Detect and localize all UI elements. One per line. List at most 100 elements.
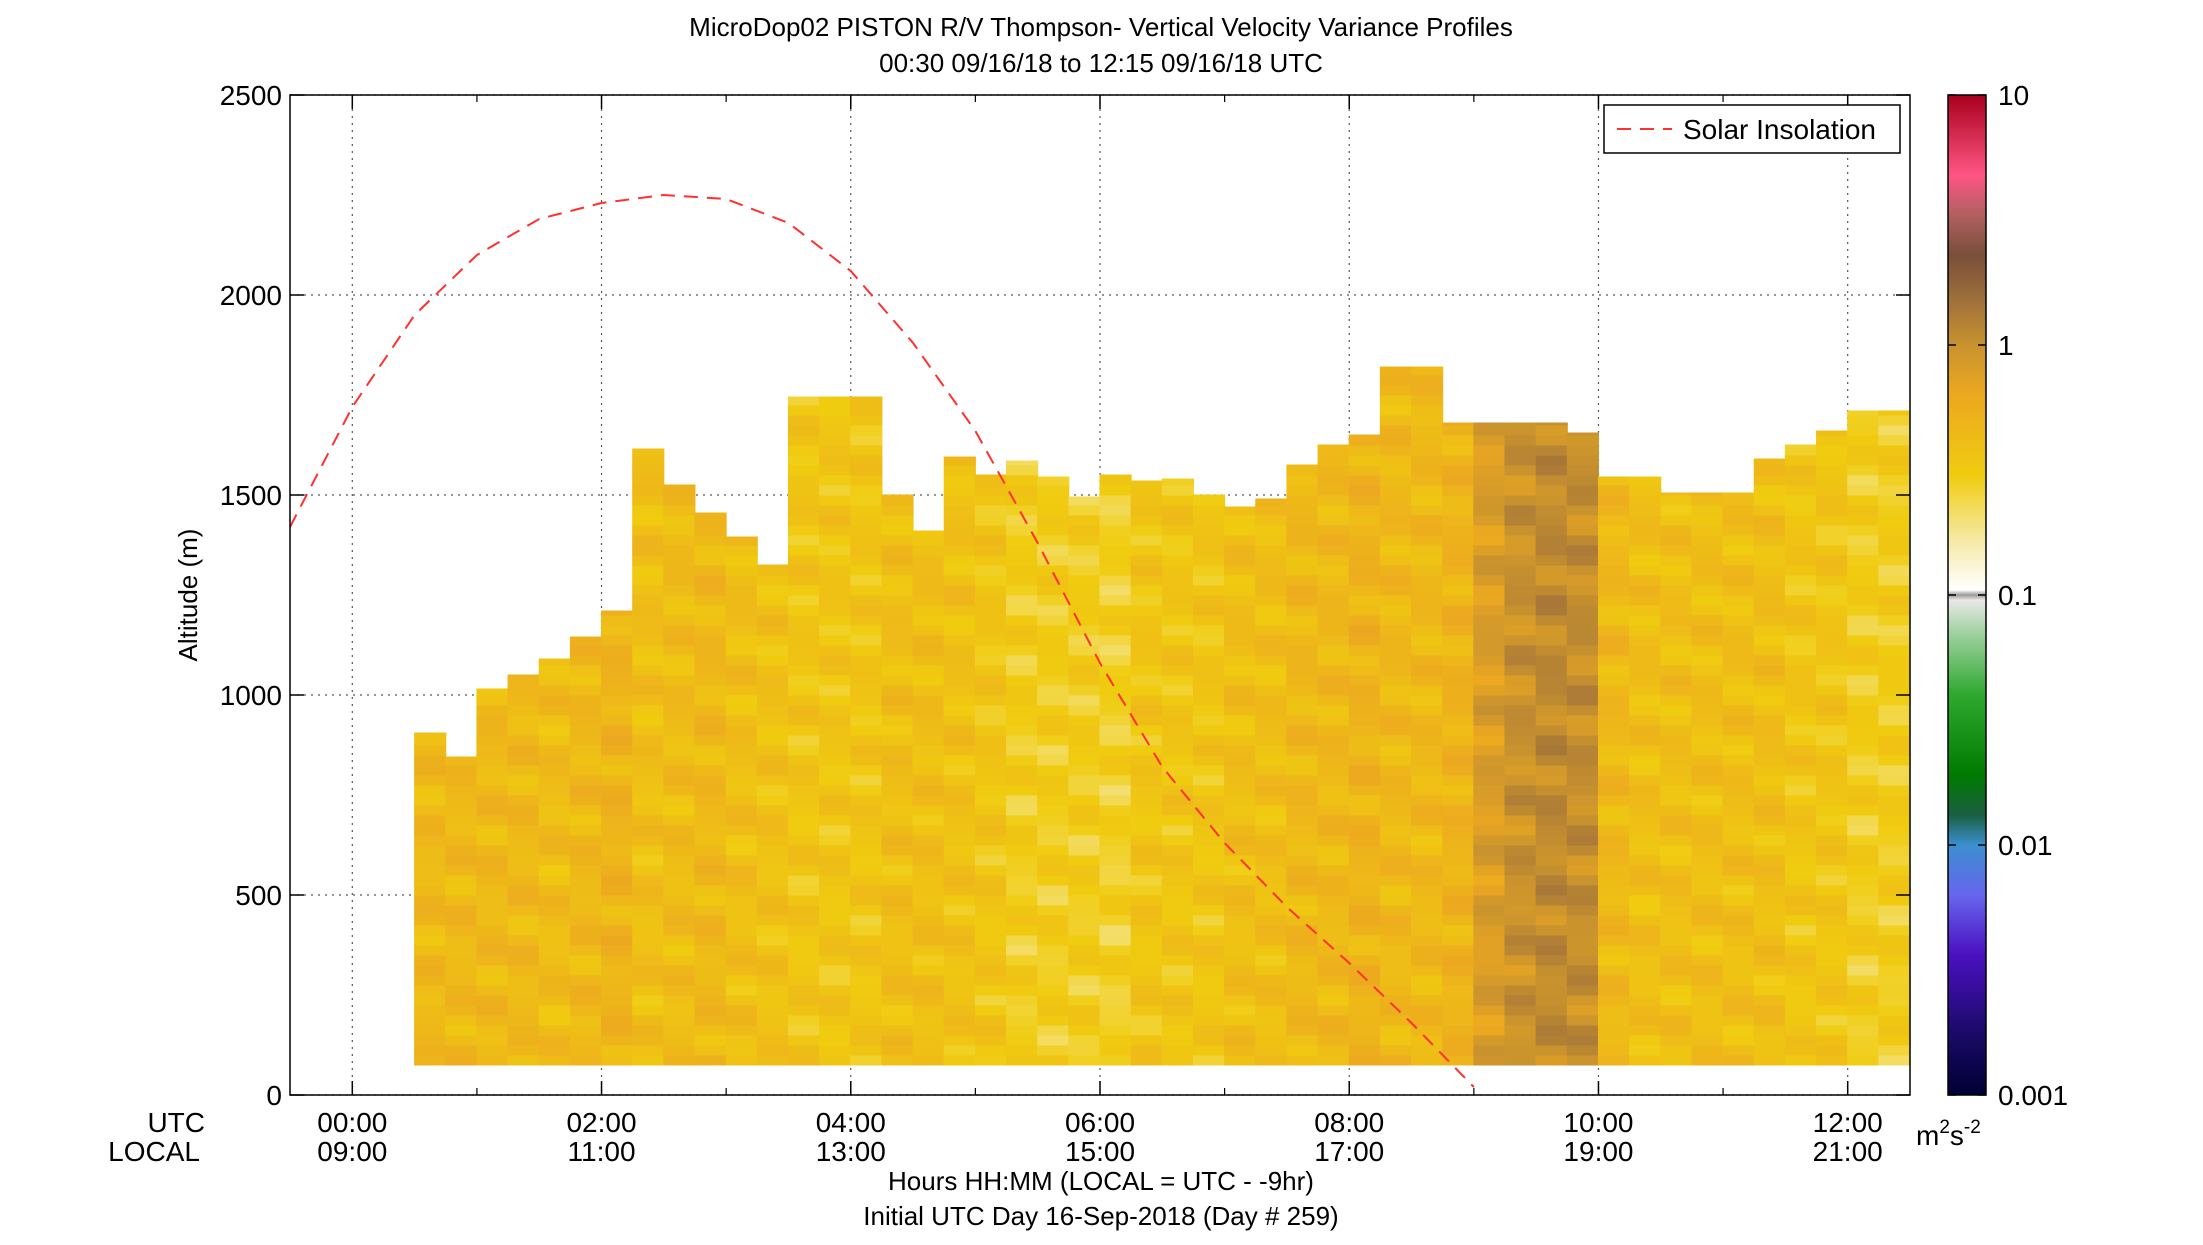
variance-cell bbox=[1130, 544, 1163, 556]
variance-cell bbox=[1099, 944, 1132, 956]
variance-cell bbox=[1130, 480, 1163, 486]
variance-cell bbox=[1535, 874, 1568, 886]
x-tick-label-utc: 06:00 bbox=[1065, 1107, 1135, 1138]
variance-cell bbox=[1784, 854, 1818, 866]
variance-cell bbox=[1597, 754, 1631, 766]
variance-cell bbox=[445, 804, 478, 816]
variance-cell bbox=[694, 614, 727, 626]
variance-cell bbox=[1473, 924, 1506, 936]
variance-cell bbox=[1442, 794, 1475, 806]
variance-cell bbox=[1597, 804, 1631, 816]
variance-cell bbox=[476, 1054, 509, 1066]
variance-cell bbox=[1348, 1004, 1381, 1016]
variance-cell bbox=[756, 854, 789, 866]
variance-cell bbox=[850, 664, 883, 676]
variance-cell bbox=[632, 574, 665, 586]
variance-cell bbox=[1411, 484, 1444, 496]
variance-cell bbox=[943, 1034, 976, 1046]
variance-cell bbox=[819, 774, 852, 786]
variance-cell bbox=[445, 814, 478, 826]
variance-cell bbox=[1597, 484, 1631, 496]
variance-cell bbox=[1504, 1024, 1537, 1036]
variance-cell bbox=[1224, 904, 1257, 916]
variance-cell bbox=[1099, 974, 1132, 986]
variance-cell bbox=[850, 854, 883, 866]
variance-cell bbox=[663, 704, 696, 716]
variance-cell bbox=[1255, 964, 1288, 976]
variance-cell bbox=[912, 804, 945, 816]
variance-cell bbox=[912, 944, 945, 956]
variance-cell bbox=[881, 1014, 914, 1026]
variance-cell bbox=[1629, 774, 1662, 786]
variance-cell bbox=[1753, 784, 1786, 796]
variance-cell bbox=[1909, 784, 1910, 796]
variance-cell bbox=[881, 844, 914, 856]
variance-cell bbox=[569, 644, 603, 656]
variance-cell bbox=[819, 844, 852, 856]
variance-cell bbox=[476, 844, 509, 856]
variance-cell bbox=[1753, 984, 1786, 996]
variance-cell bbox=[943, 784, 976, 796]
variance-cell bbox=[507, 714, 540, 726]
variance-cell bbox=[1660, 1004, 1693, 1016]
variance-cell bbox=[756, 1044, 789, 1056]
variance-cell bbox=[1411, 394, 1444, 406]
variance-cell bbox=[1629, 544, 1662, 556]
variance-cell bbox=[1161, 644, 1194, 656]
variance-cell bbox=[694, 844, 727, 856]
variance-cell bbox=[476, 984, 509, 996]
variance-cell bbox=[632, 994, 665, 1006]
variance-cell bbox=[569, 724, 603, 736]
variance-cell bbox=[1379, 754, 1413, 766]
variance-cell bbox=[943, 674, 976, 686]
variance-cell bbox=[1286, 784, 1319, 796]
variance-cell bbox=[1006, 474, 1039, 486]
variance-cell bbox=[1535, 464, 1568, 476]
variance-cell bbox=[1442, 974, 1475, 986]
variance-cell bbox=[819, 1054, 852, 1066]
variance-cell bbox=[943, 1014, 976, 1026]
variance-cell bbox=[1348, 734, 1381, 746]
variance-cell bbox=[569, 834, 603, 846]
variance-cell bbox=[1691, 624, 1724, 636]
variance-cell bbox=[1348, 1034, 1381, 1046]
variance-cell bbox=[663, 1014, 696, 1026]
variance-cell bbox=[1006, 744, 1039, 756]
variance-cell bbox=[819, 464, 852, 476]
variance-cell bbox=[1660, 774, 1693, 786]
variance-cell bbox=[663, 934, 696, 946]
variance-cell bbox=[1442, 744, 1475, 756]
variance-cell bbox=[1006, 944, 1039, 956]
variance-cell bbox=[1411, 404, 1444, 416]
variance-cell bbox=[1504, 534, 1537, 546]
variance-cell bbox=[1504, 424, 1537, 436]
variance-cell bbox=[850, 984, 883, 996]
variance-cell bbox=[1629, 1014, 1662, 1026]
variance-cell bbox=[1006, 1014, 1039, 1026]
variance-cell bbox=[1379, 604, 1413, 616]
variance-cell bbox=[1753, 484, 1786, 496]
variance-cell bbox=[694, 594, 727, 606]
variance-cell bbox=[850, 604, 883, 616]
variance-cell bbox=[1255, 734, 1288, 746]
variance-cell bbox=[1255, 504, 1288, 516]
variance-cell bbox=[1878, 534, 1910, 546]
variance-cell bbox=[1629, 634, 1662, 646]
variance-cell bbox=[507, 1044, 540, 1056]
variance-cell bbox=[943, 614, 976, 626]
variance-cell bbox=[1286, 714, 1319, 726]
variance-cell bbox=[787, 694, 821, 706]
variance-cell bbox=[1411, 984, 1444, 996]
variance-cell bbox=[1784, 494, 1818, 506]
variance-cell bbox=[1006, 464, 1039, 476]
variance-cell bbox=[414, 732, 447, 736]
variance-cell bbox=[819, 984, 852, 996]
variance-cell bbox=[1691, 724, 1724, 736]
variance-cell bbox=[1629, 1034, 1662, 1046]
variance-cell bbox=[538, 1004, 571, 1016]
variance-cell bbox=[1130, 794, 1163, 806]
variance-cell bbox=[632, 504, 665, 516]
variance-cell bbox=[1878, 764, 1910, 776]
variance-cell bbox=[1224, 714, 1257, 726]
variance-cell bbox=[445, 984, 478, 996]
